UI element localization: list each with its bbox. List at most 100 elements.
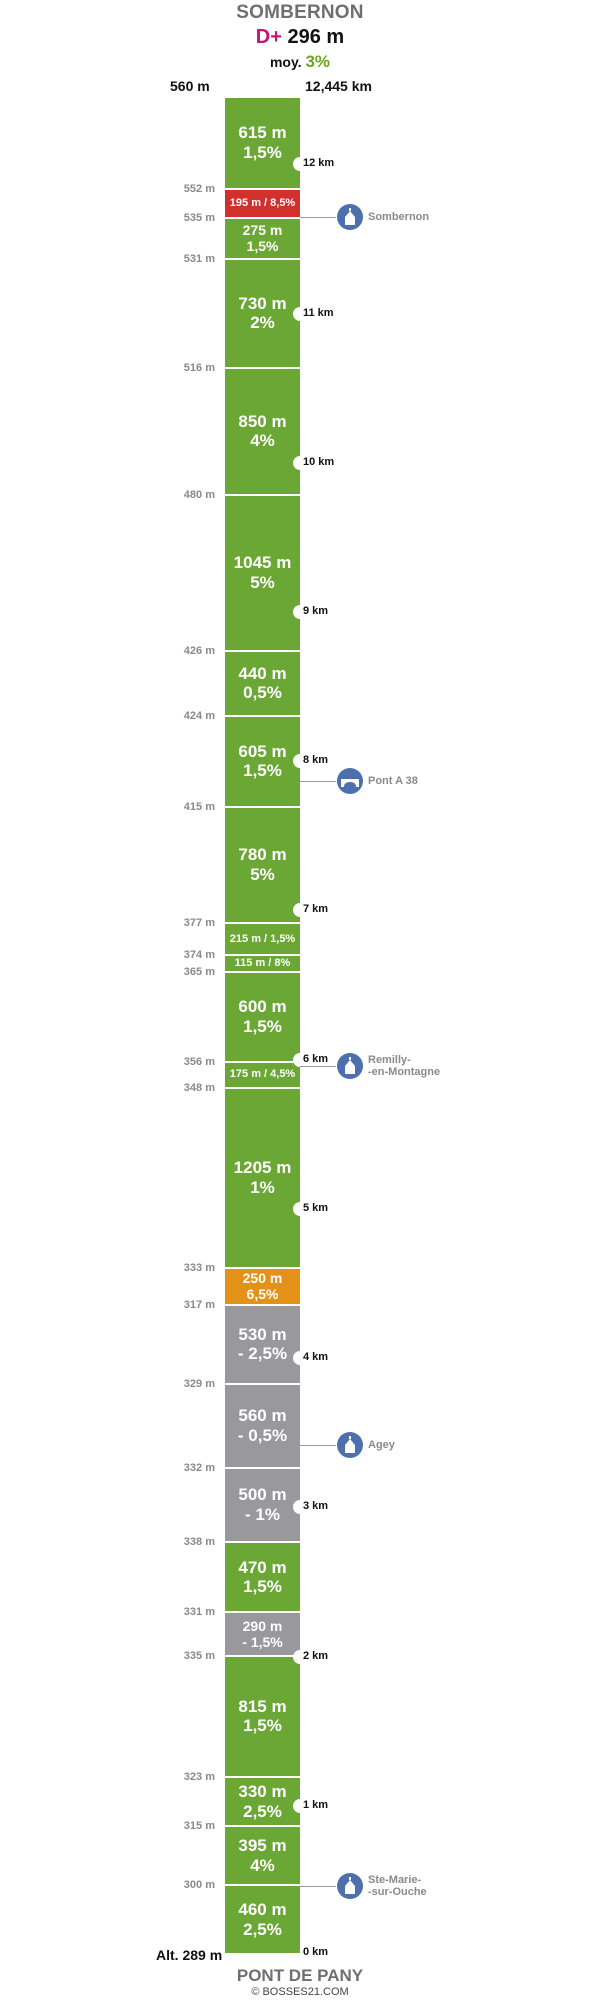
km-marker-dot [293, 1649, 307, 1664]
segment-length-label: 600 m [238, 997, 287, 1017]
segment-length-label: 470 m [238, 1557, 287, 1577]
profile-segment: 1045 m 5% [225, 495, 300, 652]
segment-length-label: 460 m [238, 1900, 287, 1920]
poi-label: Sombernon [368, 211, 429, 223]
altitude-label: 374 m [183, 948, 215, 961]
poi-name-line: -en-Montagne [368, 1065, 441, 1078]
elevation-gain: D+ 296 m [0, 26, 600, 49]
segment-grade-label: 4% [250, 431, 275, 451]
segment-length-label: 195 m / 8,5% [229, 196, 296, 209]
poi-leader-line [300, 1886, 336, 1888]
segment-grade-label: 5% [250, 572, 275, 592]
altitude-label: 365 m [183, 966, 215, 979]
segment-grade-label: - 0,5% [237, 1425, 288, 1445]
segment-grade-label: 0,5% [243, 683, 282, 703]
segment-length-label: 815 m [238, 1696, 287, 1716]
poi-leader-line [300, 216, 336, 218]
church-icon [337, 1431, 363, 1458]
profile-segment: 440 m 0,5% [225, 651, 300, 718]
average-grade: moy. 3% [0, 52, 600, 72]
profile-segment: 605 m 1,5% [225, 717, 300, 808]
segment-length-label: 1205 m [233, 1158, 292, 1178]
total-distance: 12,445 km [305, 78, 372, 94]
segment-grade-label: 1,5% [243, 1016, 282, 1036]
avg-prefix: moy. [269, 54, 302, 70]
poi-name-line: Ste-Marie- [368, 1874, 422, 1887]
km-marker-dot [293, 1201, 307, 1216]
altitude-label: 516 m [183, 361, 215, 374]
altitude-label: 335 m [183, 1649, 215, 1662]
segment-length-label: 560 m [238, 1406, 287, 1426]
altitude-label: 332 m [183, 1461, 215, 1474]
church-icon [337, 1052, 363, 1079]
base-altitude: Alt. 289 m [156, 1947, 223, 1963]
segment-length-label: 615 m [238, 123, 287, 143]
segment-length-label: 530 m [238, 1324, 287, 1344]
profile-segment: 115 m / 8% [225, 955, 300, 974]
profile-segment: 615 m 1,5% [225, 98, 300, 190]
km-marker-label: 12 km [303, 157, 335, 170]
altitude-label: 531 m [183, 252, 215, 265]
poi-label: Agey [368, 1439, 395, 1451]
segment-grade-label: - 1% [245, 1504, 280, 1524]
altitude-label: 415 m [183, 800, 215, 813]
km-marker-label: 6 km [303, 1052, 329, 1065]
segment-length-label: 215 m / 1,5% [229, 932, 296, 945]
segment-length-label: 330 m [238, 1782, 287, 1802]
km-marker-dot [293, 455, 307, 470]
altitude-label: 329 m [183, 1377, 215, 1390]
profile-strip: 615 m 1,5% 195 m / 8,5% 275 m 1,5% 730 m 2% 850… [225, 98, 300, 1955]
km-marker-label: 3 km [303, 1500, 329, 1513]
profile-segment: 560 m- 0,5% [225, 1384, 300, 1469]
segment-length-label: 395 m [238, 1836, 287, 1856]
altitude-label: 552 m [183, 182, 215, 195]
segment-grade-label: 2,5% [243, 1919, 282, 1939]
poi-leader-line [300, 1065, 336, 1067]
segment-grade-label: 5% [250, 864, 275, 884]
km-marker-label: 11 km [303, 306, 334, 319]
profile-segment: 215 m / 1,5% [225, 923, 300, 956]
segment-length-label: 850 m [238, 411, 287, 431]
segment-grade-label: 2,5% [243, 1801, 282, 1821]
altitude-label: 348 m [183, 1081, 215, 1094]
altitude-label: 426 m [183, 644, 215, 657]
segment-length-label: 780 m [238, 845, 287, 865]
profile-segment: 175 m / 4,5% [225, 1062, 300, 1089]
bridge-icon [337, 767, 363, 794]
km-marker-dot [293, 903, 307, 918]
km-marker-label: 4 km [303, 1351, 329, 1364]
km-marker-dot [293, 1798, 307, 1813]
church-icon [337, 203, 363, 230]
church-icon [337, 1873, 363, 1900]
segment-grade-label: 4% [250, 1855, 275, 1875]
credit-text: © BOSSES21.COM [251, 1986, 349, 1998]
km-marker-dot [293, 1351, 307, 1366]
poi-leader-line [300, 780, 336, 782]
altitude-label: 535 m [183, 211, 215, 224]
km-marker-label: 10 km [303, 455, 335, 468]
km-marker-dot [293, 306, 307, 321]
km-marker-dot [293, 754, 307, 769]
km-marker-label: 7 km [303, 903, 329, 916]
segment-grade-label: 2% [250, 313, 275, 333]
segment-grade-label: 1,5% [243, 142, 282, 162]
km-marker-label: 9 km [303, 605, 329, 618]
altitude-label: 300 m [183, 1879, 215, 1892]
poi-leader-line [300, 1444, 336, 1446]
profile-segment: 730 m 2% [225, 259, 300, 369]
summit-title: SOMBERNON [236, 2, 364, 23]
segment-length-label: 290 m [242, 1617, 283, 1634]
segment-length-label: 500 m [238, 1485, 287, 1505]
altitude-label: 377 m [183, 916, 215, 929]
segment-grade-label: 1,5% [243, 761, 282, 781]
altitude-label: 331 m [183, 1606, 215, 1619]
segment-grade-label: - 2,5% [237, 1344, 288, 1364]
segment-length-label: 115 m / 8% [234, 957, 291, 970]
segment-length-label: 275 m [242, 222, 283, 239]
km-marker-label: 2 km [303, 1649, 329, 1662]
altitude-label: 424 m [183, 710, 215, 723]
segment-grade-label: 1,5% [243, 1716, 282, 1736]
altitude-label: 315 m [183, 1820, 215, 1833]
profile-segment: 500 m- 1% [225, 1468, 300, 1544]
